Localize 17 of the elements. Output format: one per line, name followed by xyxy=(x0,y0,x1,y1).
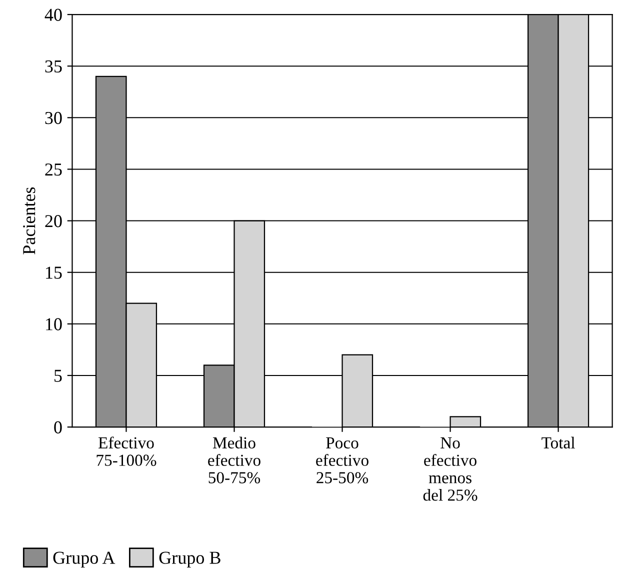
x-tick-label: No efectivo menos del 25% xyxy=(423,437,478,501)
y-tick-label: 40 xyxy=(44,8,62,21)
legend-label: Grupo A xyxy=(53,552,116,568)
x-tick-label: Medio efectivo 50-75% xyxy=(208,436,260,484)
y-tick-label: 25 xyxy=(45,164,62,176)
y-axis-title: Pacientes xyxy=(23,187,36,254)
y-tick-label: 35 xyxy=(45,60,62,73)
y-tick-label: 10 xyxy=(46,318,62,330)
y-tick-label: 15 xyxy=(46,266,62,279)
x-tick-label: Total xyxy=(542,436,575,448)
y-tick-label: 0 xyxy=(54,421,62,434)
legend-label: Grupo B xyxy=(159,552,220,568)
x-tick-label: Poco efectivo 25-50% xyxy=(316,437,368,484)
y-tick-label: 5 xyxy=(54,370,62,382)
x-tick-label: Efectivo 75-100% xyxy=(96,436,156,466)
y-tick-label: 30 xyxy=(45,112,62,124)
y-tick-label: 20 xyxy=(45,215,62,228)
